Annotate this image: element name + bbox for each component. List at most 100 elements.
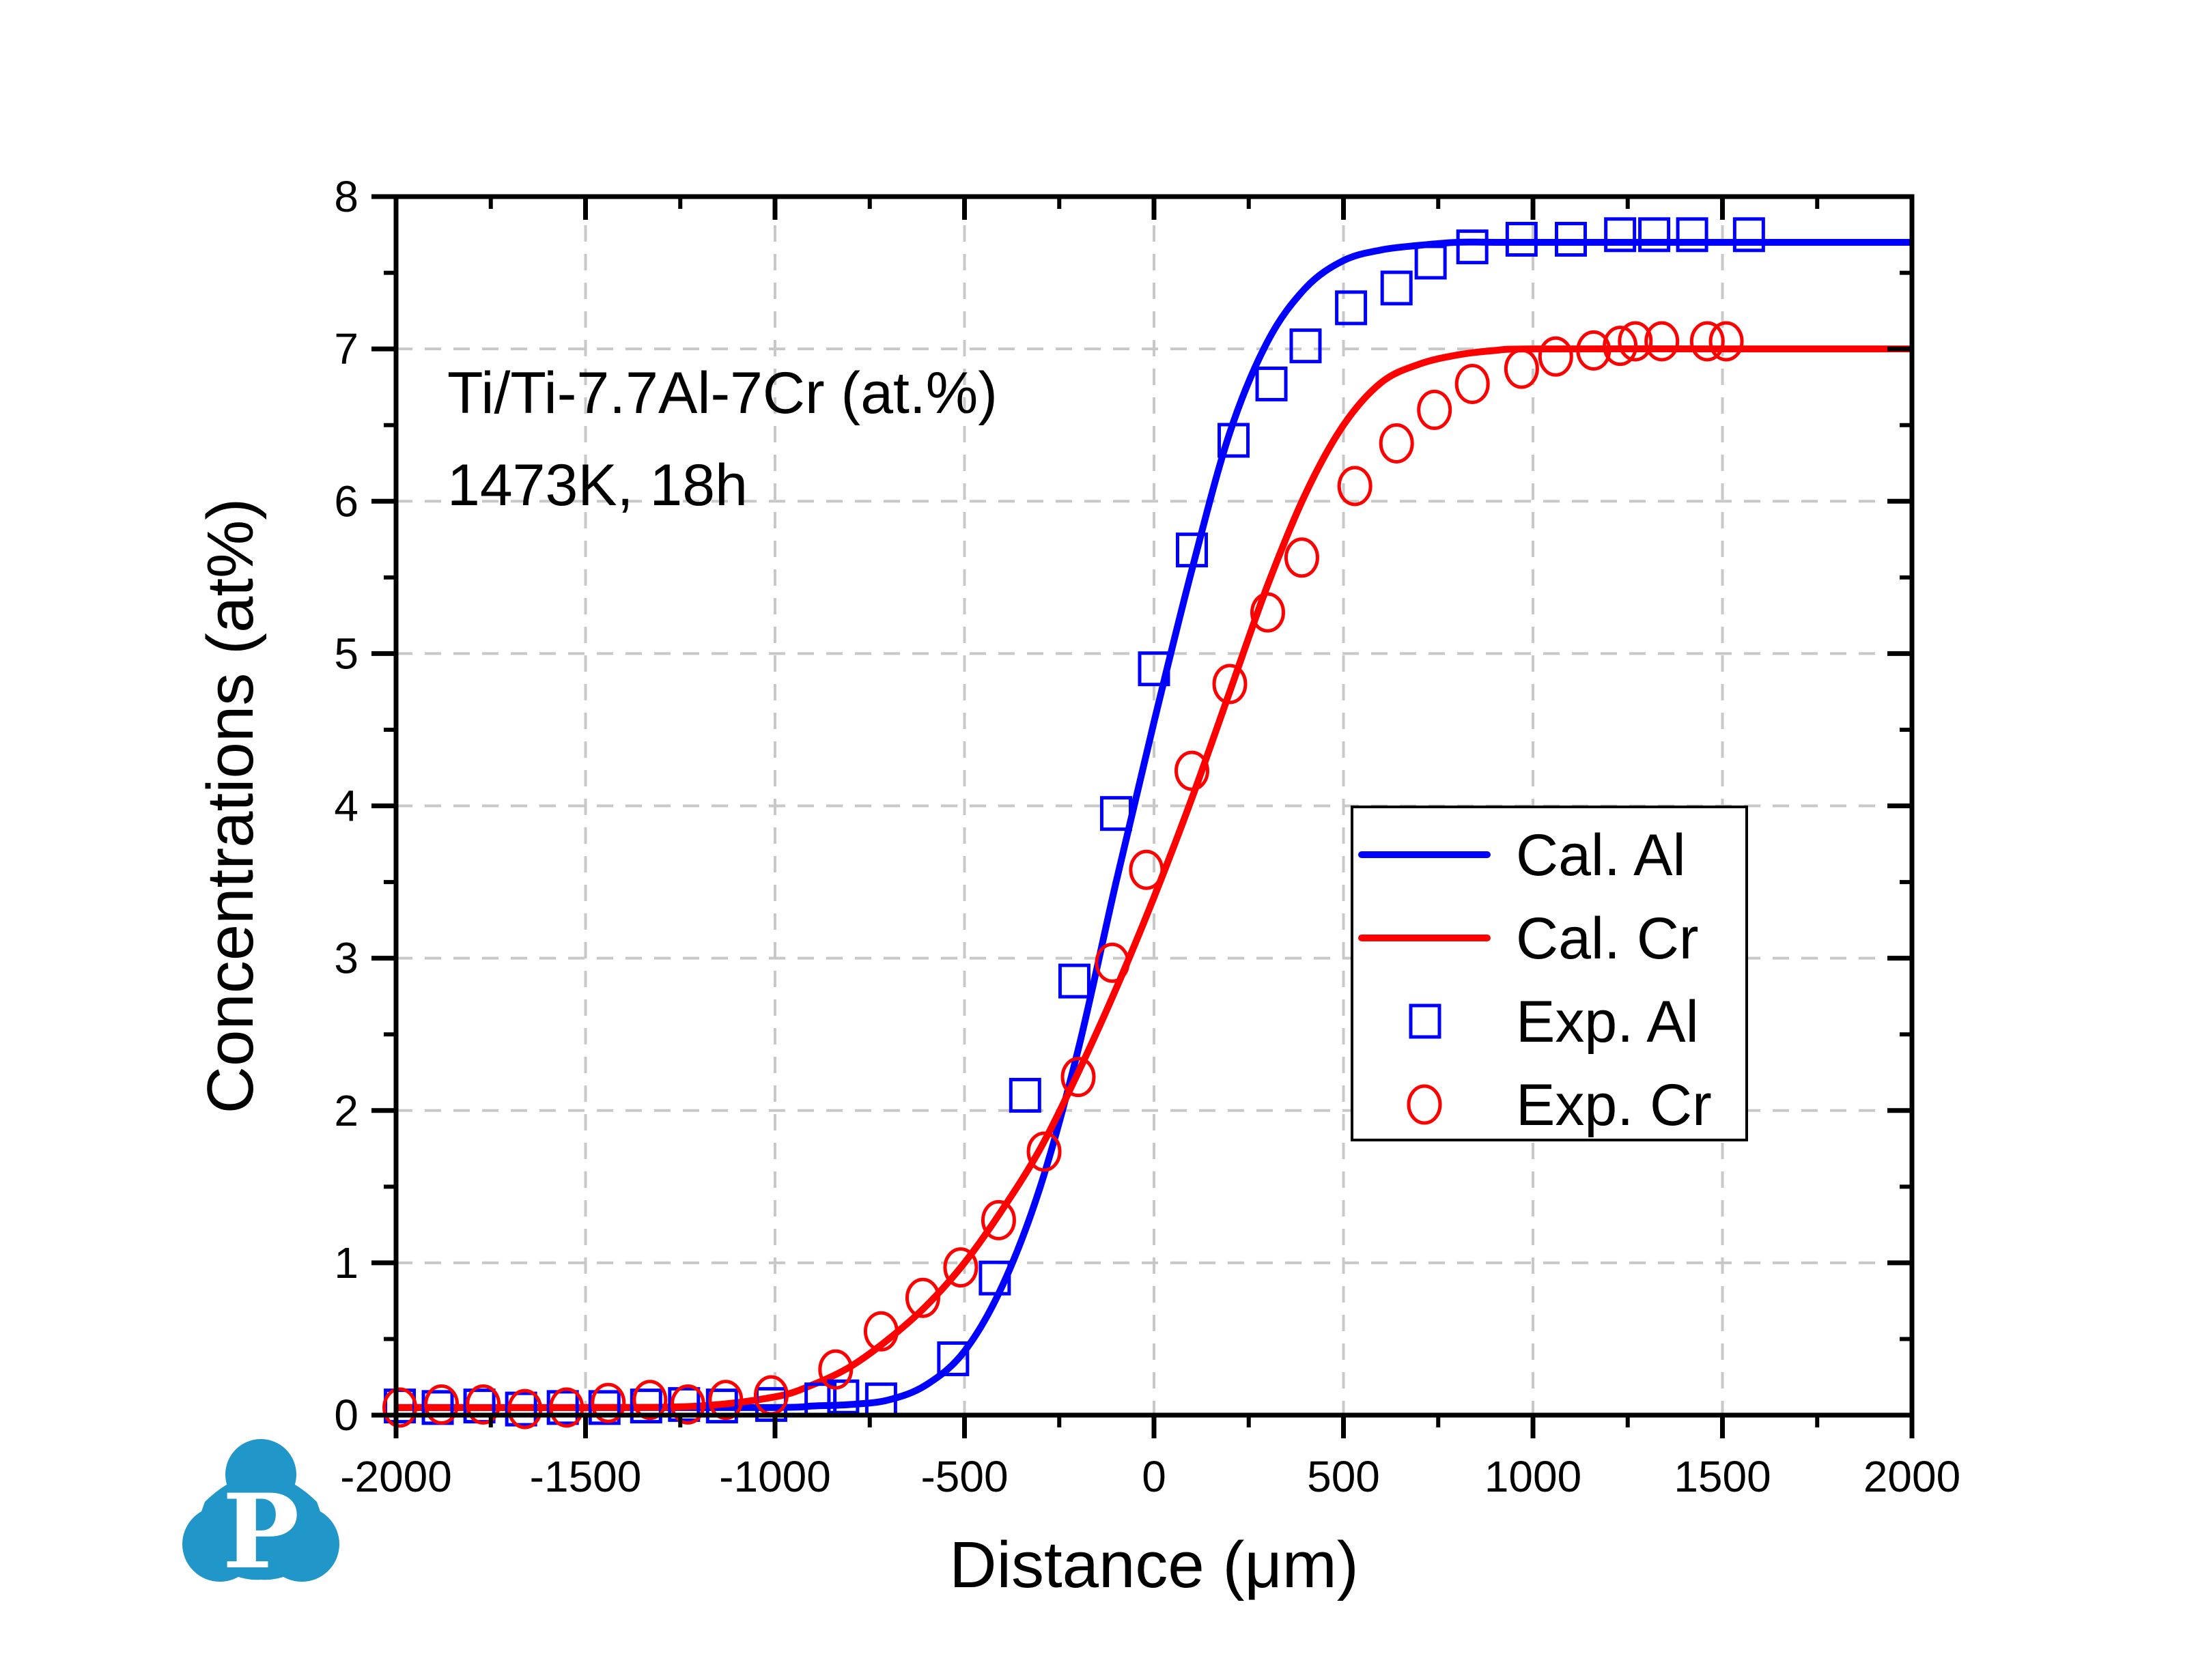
data-point-exp-al (1058, 963, 1090, 999)
legend-label-cal-al: Cal. Al (1516, 823, 1686, 888)
data-point-exp-al (827, 1379, 860, 1414)
annotation-alloy: Ti/Ti-7.7Al-7Cr (at.%) (447, 360, 998, 426)
tick-labels: -2000 -1500 -1000 -500 0 500 1000 1500 2000 0 1 2 3 4… (334, 172, 1960, 1501)
data-point-exp-cr (1250, 592, 1285, 633)
data-point-exp-al (505, 1391, 537, 1427)
data-point-exp-al (1217, 423, 1250, 458)
legend-label-exp-cr: Exp. Cr (1516, 1072, 1712, 1138)
data-point-exp-al (546, 1390, 579, 1425)
data-point-exp-al (1289, 328, 1322, 364)
data-point-exp-cr (1026, 1131, 1062, 1172)
data-point-exp-cr (382, 1387, 418, 1428)
data-point-exp-al (1176, 532, 1208, 568)
data-point-exp-cr (1129, 849, 1164, 890)
y-tick-label: 4 (334, 782, 358, 831)
data-point-exp-cr (507, 1389, 543, 1429)
legend-box (1351, 806, 1748, 1141)
logo-letter: P (223, 1472, 300, 1592)
data-point-exp-cr (981, 1199, 1016, 1240)
data-point-exp-cr (1708, 321, 1744, 362)
data-point-exp-cr (1689, 321, 1725, 362)
legend-label-exp-al: Exp. Al (1516, 989, 1699, 1055)
data-point-exp-al (1638, 217, 1671, 253)
data-point-exp-cr (424, 1384, 460, 1425)
data-point-exp-cr (1284, 537, 1319, 578)
legend-item-exp-cr: Exp. Cr (1407, 1072, 1712, 1138)
y-tick-label: 1 (334, 1238, 358, 1287)
data-point-exp-cr (1095, 942, 1130, 983)
data-point-exp-al (1732, 217, 1765, 253)
data-point-exp-cr (1174, 750, 1209, 791)
data-point-exp-al (588, 1390, 621, 1425)
x-tick-label: 2000 (1863, 1452, 1960, 1501)
data-point-exp-cr (708, 1380, 744, 1421)
data-point-exp-al (1335, 290, 1368, 326)
data-point-exp-al (1676, 217, 1708, 253)
x-tick-label: -1500 (530, 1452, 642, 1501)
data-point-exp-al (937, 1341, 970, 1376)
y-tick-label: 5 (334, 629, 358, 678)
legend-item-cal-al: Cal. Al (1358, 823, 1686, 888)
data-point-exp-cr (1212, 664, 1248, 704)
data-point-exp-cr (1454, 363, 1490, 404)
data-point-exp-al (1604, 217, 1637, 253)
legend-swatch-exp-al (1409, 1003, 1441, 1039)
data-point-exp-al (1456, 229, 1489, 265)
data-point-exp-al (1138, 651, 1170, 687)
data-point-exp-al (668, 1386, 701, 1422)
data-point-exp-cr (1417, 389, 1452, 430)
x-tick-label: 1000 (1484, 1452, 1581, 1501)
legend-item-cal-cr: Cal. Cr (1358, 906, 1699, 971)
data-point-exp-cr (466, 1384, 501, 1425)
data-point-exp-cr (1576, 330, 1611, 371)
y-tick-label: 2 (334, 1086, 358, 1135)
data-point-exp-cr (1504, 348, 1539, 389)
x-tick-label: -2000 (340, 1452, 452, 1501)
experimental-markers (382, 217, 1765, 1429)
y-tick-label: 7 (334, 324, 358, 373)
data-point-exp-cr (905, 1277, 940, 1318)
annotation-condition: 1473K, 18h (447, 453, 748, 518)
x-tick-label: 1500 (1674, 1452, 1771, 1501)
x-tick-label: -500 (920, 1452, 1008, 1501)
data-point-exp-cr (591, 1382, 626, 1423)
data-point-exp-cr (1060, 1057, 1096, 1098)
data-point-exp-cr (1538, 336, 1573, 377)
y-tick-label: 3 (334, 934, 358, 983)
y-tick-label: 6 (334, 476, 358, 526)
data-point-exp-cr (863, 1311, 899, 1352)
x-axis-title: Distance (μm) (949, 1528, 1358, 1601)
y-tick-label: 8 (334, 172, 358, 221)
data-point-exp-al (1255, 366, 1288, 401)
data-point-exp-al (1555, 221, 1587, 257)
data-point-exp-cr (549, 1387, 585, 1428)
legend-label-cal-cr: Cal. Cr (1516, 906, 1699, 971)
data-point-exp-al (1100, 796, 1132, 831)
data-point-exp-al (630, 1389, 662, 1424)
data-point-exp-al (705, 1389, 738, 1424)
data-point-exp-al (1414, 244, 1447, 280)
axis-ticks (371, 194, 1915, 1438)
x-tick-label: 0 (1142, 1452, 1166, 1501)
x-tick-label: 500 (1307, 1452, 1380, 1501)
data-point-exp-cr (632, 1380, 668, 1421)
y-axis-title: Concentrations (at%) (194, 498, 267, 1114)
legend-item-exp-al: Exp. Al (1409, 989, 1699, 1055)
logo-body (190, 1475, 332, 1580)
data-point-exp-al (1009, 1077, 1041, 1113)
cloud-p-logo-icon: P (182, 1439, 339, 1592)
data-point-exp-cr (670, 1384, 705, 1425)
data-point-exp-cr (1618, 321, 1653, 362)
y-tick-label: 0 (334, 1391, 358, 1440)
data-point-exp-al (979, 1260, 1011, 1296)
data-point-exp-al (1380, 270, 1413, 306)
data-point-exp-cr (1644, 321, 1680, 362)
data-point-exp-cr (1603, 326, 1638, 367)
data-point-exp-cr (1337, 466, 1372, 507)
legend-swatch-exp-cr (1407, 1084, 1442, 1125)
data-point-exp-cr (943, 1247, 979, 1288)
data-point-exp-al (1505, 221, 1538, 257)
data-point-exp-cr (818, 1349, 854, 1390)
legend: Cal. Al Cal. Cr Exp. Al Exp. Cr (1351, 806, 1748, 1141)
